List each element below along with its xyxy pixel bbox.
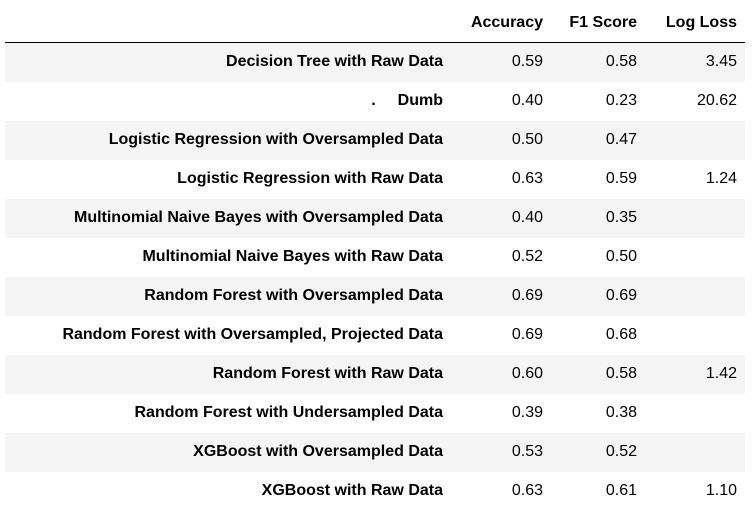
logloss-cell: 1.42 xyxy=(705,365,737,382)
row-label: XGBoost with Raw Data xyxy=(261,482,443,499)
f1-cell: 0.38 xyxy=(605,404,637,421)
accuracy-cell: 0.59 xyxy=(511,53,543,71)
f1-cell: 0.58 xyxy=(605,365,637,382)
logloss-cell xyxy=(645,238,745,277)
logloss-cell xyxy=(645,199,745,238)
table-row: Logistic Regression with Raw Data 0.63 0… xyxy=(5,160,745,199)
table-row: XGBoost with Raw Data 0.63 0.61 1.10 xyxy=(5,472,745,511)
table-row: . Dumb 0.40 0.23 20.62 xyxy=(5,82,745,121)
row-label: Multinomial Naive Bayes with Raw Data xyxy=(142,248,443,265)
row-label: Random Forest with Raw Data xyxy=(212,365,443,382)
row-label: Multinomial Naive Bayes with Oversampled… xyxy=(73,209,443,226)
table-row: XGBoost with Oversampled Data 0.53 0.52 xyxy=(5,432,745,472)
table-row: Random Forest with Oversampled, Projecte… xyxy=(5,316,745,355)
header-row: Accuracy F1 Score Log Loss xyxy=(5,4,745,43)
logloss-cell: 3.45 xyxy=(705,53,737,71)
table-row: Random Forest with Raw Data 0.60 0.58 1.… xyxy=(5,354,745,394)
f1-cell: 0.35 xyxy=(605,209,637,226)
accuracy-cell: 0.39 xyxy=(511,404,543,421)
logloss-cell: 1.24 xyxy=(705,170,737,187)
results-table: Accuracy F1 Score Log Loss Decision Tree… xyxy=(5,4,745,511)
f1-cell: 0.47 xyxy=(605,131,637,148)
accuracy-cell: 0.63 xyxy=(511,482,543,499)
table-body: Decision Tree with Raw Data 0.59 0.58 3.… xyxy=(5,42,745,511)
results-table-container: Accuracy F1 Score Log Loss Decision Tree… xyxy=(5,4,745,511)
logloss-cell xyxy=(645,316,745,355)
row-label: Random Forest with Oversampled, Projecte… xyxy=(62,326,443,343)
accuracy-cell: 0.69 xyxy=(511,326,543,343)
table-row: Multinomial Naive Bayes with Raw Data 0.… xyxy=(5,238,745,277)
table-row: Decision Tree with Raw Data 0.59 0.58 3.… xyxy=(5,42,745,82)
logloss-cell xyxy=(645,277,745,316)
logloss-cell xyxy=(645,433,745,472)
logloss-cell xyxy=(645,394,745,433)
accuracy-cell: 0.52 xyxy=(511,248,543,265)
accuracy-cell: 0.60 xyxy=(511,365,543,382)
logloss-cell: 1.10 xyxy=(705,482,737,499)
f1-cell: 0.50 xyxy=(605,248,637,265)
row-label: . Dumb xyxy=(5,82,451,121)
f1-cell: 0.59 xyxy=(605,170,637,187)
f1-cell: 0.61 xyxy=(605,482,637,499)
header-log-loss: Log Loss xyxy=(645,4,745,43)
row-label: Random Forest with Oversampled Data xyxy=(144,287,443,304)
accuracy-cell: 0.50 xyxy=(511,131,543,148)
header-f1-score: F1 Score xyxy=(551,4,645,43)
accuracy-cell: 0.53 xyxy=(511,443,543,460)
row-label: Random Forest with Undersampled Data xyxy=(134,404,444,421)
table-row: Random Forest with Oversampled Data 0.69… xyxy=(5,276,745,316)
accuracy-cell: 0.69 xyxy=(511,287,543,304)
f1-cell: 0.69 xyxy=(605,287,637,304)
accuracy-cell: 0.63 xyxy=(511,170,543,187)
row-label: Decision Tree with Raw Data xyxy=(226,53,443,71)
row-prefix: . xyxy=(371,92,376,109)
table-row: Random Forest with Undersampled Data 0.3… xyxy=(5,394,745,433)
row-label: XGBoost with Oversampled Data xyxy=(193,443,443,460)
f1-cell: 0.52 xyxy=(605,443,637,460)
f1-cell: 0.58 xyxy=(605,53,637,71)
table-header: Accuracy F1 Score Log Loss xyxy=(5,4,745,43)
accuracy-cell: 0.40 xyxy=(511,92,543,109)
table-row: Multinomial Naive Bayes with Oversampled… xyxy=(5,198,745,238)
header-accuracy: Accuracy xyxy=(451,4,551,43)
header-model xyxy=(5,4,451,43)
row-label: Logistic Regression with Raw Data xyxy=(177,170,443,187)
f1-cell: 0.68 xyxy=(605,326,637,343)
logloss-cell: 20.62 xyxy=(696,92,737,109)
logloss-cell xyxy=(645,121,745,160)
accuracy-cell: 0.40 xyxy=(511,209,543,226)
f1-cell: 0.23 xyxy=(605,92,637,109)
row-label: Logistic Regression with Oversampled Dat… xyxy=(108,131,443,148)
row-label-text: Dumb xyxy=(397,92,443,109)
table-row: Logistic Regression with Oversampled Dat… xyxy=(5,120,745,160)
